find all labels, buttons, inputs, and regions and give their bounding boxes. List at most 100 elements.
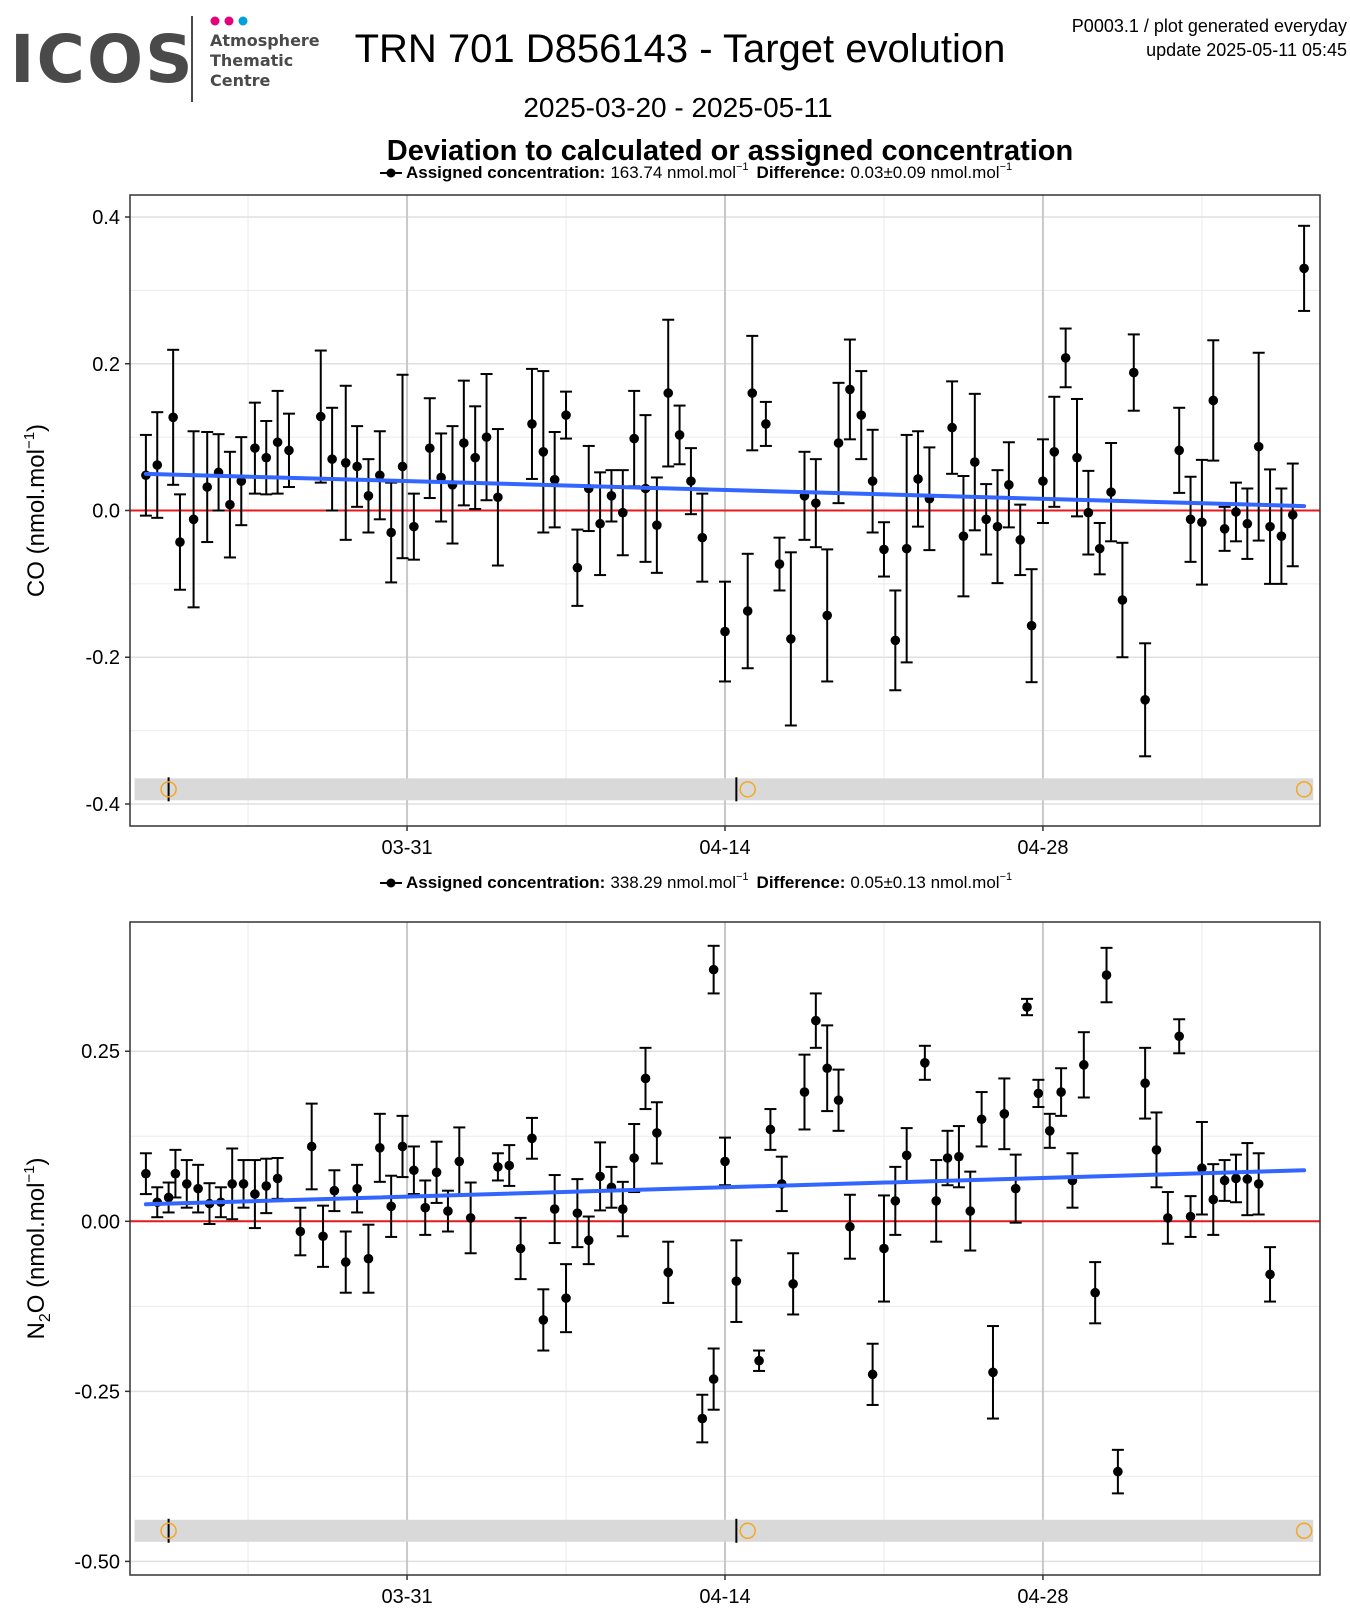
data-point: [1026, 620, 1037, 631]
data-point: [549, 474, 560, 485]
data-point: [1033, 1088, 1044, 1099]
legend-diff-value: 0.03±0.09 nmol.mol: [850, 163, 999, 182]
data-point: [181, 1179, 192, 1189]
data-point: [352, 1183, 362, 1194]
data-point: [867, 1369, 878, 1380]
data-point: [420, 1202, 431, 1213]
y-axis-title-main: CO (nmol.mol: [23, 449, 50, 597]
logo-dot-pink-2: [224, 16, 234, 26]
trend-line: [143, 471, 1307, 509]
subtitle: Deviation to calculated or assigned conc…: [387, 135, 1073, 167]
data-point: [1185, 514, 1196, 525]
y-axis-title-main: N: [23, 1322, 50, 1339]
data-point: [1022, 1002, 1032, 1012]
data-point: [306, 1141, 317, 1152]
logo-text: ICOS: [10, 21, 195, 98]
data-point: [315, 411, 326, 422]
data-point: [272, 437, 283, 448]
data-point: [1287, 510, 1298, 520]
data-point: [1163, 1213, 1173, 1223]
data-point: [708, 1374, 719, 1384]
data-point: [747, 388, 758, 398]
strip-ring-marker: [739, 781, 756, 798]
data-point: [397, 461, 408, 472]
data-point: [708, 964, 719, 975]
data-point: [1219, 524, 1230, 534]
data-point: [1117, 595, 1128, 605]
data-point: [822, 1063, 832, 1074]
data-point: [538, 447, 549, 457]
strip-ring-marker: [160, 781, 177, 798]
data-point: [629, 433, 639, 444]
y-tick-label: 0.25: [81, 1041, 120, 1063]
legend-key-dot: [386, 168, 396, 178]
y-tick-label: 0.4: [92, 207, 120, 229]
data-point: [1253, 1179, 1264, 1189]
data-point: [236, 476, 247, 486]
data-point: [595, 1171, 605, 1182]
legend-assigned-label: Assigned concentration:: [406, 873, 605, 892]
data-point: [295, 1226, 306, 1237]
y-axis-title-rest: O (nmol.mol: [23, 1183, 50, 1314]
data-point: [375, 1143, 385, 1153]
data-point: [1197, 517, 1207, 528]
data-point: [409, 521, 419, 532]
data-point: [856, 410, 867, 420]
data-point: [890, 635, 901, 646]
data-point: [640, 1073, 651, 1084]
data-point: [238, 1179, 249, 1189]
data-point: [527, 419, 537, 429]
data-point: [227, 1179, 237, 1189]
data-point: [163, 1192, 174, 1203]
data-point: [879, 1243, 889, 1254]
data-point: [981, 514, 991, 525]
data-point: [170, 1168, 181, 1179]
data-point: [1265, 1269, 1275, 1280]
legend-assigned-unit-sup: −1: [736, 871, 749, 883]
data-point: [168, 412, 178, 423]
data-point: [1044, 1126, 1055, 1136]
x-tick-label: 03-31: [381, 1586, 432, 1608]
y-tick-label: 0.00: [81, 1211, 120, 1233]
data-point: [822, 610, 832, 621]
data-point: [141, 1168, 151, 1179]
data-point: [686, 476, 696, 486]
x-tick-label: 04-28: [1017, 837, 1068, 859]
data-point: [618, 507, 628, 518]
data-point: [261, 452, 272, 463]
data-point: [561, 410, 571, 420]
data-point: [549, 1204, 560, 1214]
data-point: [1219, 1175, 1230, 1186]
data-point: [965, 1206, 976, 1216]
date-range: 2025-03-20 - 2025-05-11: [523, 92, 832, 123]
data-point: [774, 559, 785, 569]
data-point: [1151, 1145, 1162, 1155]
legend-diff-label: Difference:: [757, 873, 846, 892]
co-panel: Assigned concentration: 163.74 nmol.mol−1…: [21, 161, 1321, 859]
data-point: [867, 476, 878, 486]
data-point: [493, 492, 503, 503]
data-point: [833, 438, 844, 448]
data-point: [920, 1058, 930, 1068]
data-point: [431, 1167, 442, 1178]
data-point: [1208, 395, 1219, 406]
data-point: [250, 1189, 260, 1199]
y-axis-title-sup: −1: [21, 1165, 38, 1182]
y-axis-title-end: ): [23, 1157, 50, 1165]
data-point: [443, 1206, 453, 1216]
data-point: [504, 1160, 515, 1171]
strip-ring-marker: [160, 1522, 177, 1540]
data-point: [1299, 263, 1309, 274]
data-point: [811, 498, 821, 508]
data-point: [992, 521, 1003, 532]
data-point: [363, 491, 374, 501]
data-point: [152, 460, 163, 470]
data-point: [663, 388, 674, 398]
data-point: [481, 432, 492, 442]
data-point: [1208, 1194, 1219, 1205]
strip-bar: [134, 1519, 1314, 1542]
data-point: [799, 1087, 810, 1097]
data-point: [1090, 1287, 1100, 1298]
data-point: [788, 1279, 798, 1289]
